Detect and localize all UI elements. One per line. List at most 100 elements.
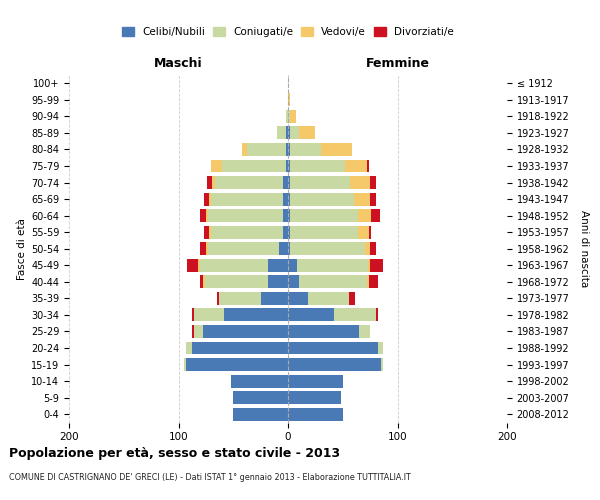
Bar (299, 276, 367, 288)
Bar (288, 226, 290, 238)
Bar (208, 209, 283, 222)
Bar (279, 242, 288, 255)
Bar (359, 325, 370, 338)
Bar (283, 226, 288, 238)
Bar (283, 209, 288, 222)
Bar (349, 292, 355, 305)
Bar (288, 391, 341, 404)
Y-axis label: Fasce di età: Fasce di età (17, 218, 27, 280)
Bar (206, 209, 208, 222)
Bar (215, 176, 283, 189)
Bar (268, 259, 288, 272)
Bar (370, 192, 376, 205)
Bar (334, 308, 376, 322)
Bar (186, 358, 288, 371)
Bar (369, 276, 378, 288)
Bar (288, 342, 378, 354)
Bar (231, 374, 288, 388)
Bar (288, 143, 290, 156)
Bar (350, 176, 370, 189)
Bar (186, 342, 191, 354)
Bar (206, 242, 208, 255)
Bar (290, 242, 365, 255)
Bar (211, 160, 222, 172)
Bar (203, 325, 288, 338)
Bar (283, 176, 288, 189)
Bar (381, 358, 383, 371)
Bar (268, 276, 288, 288)
Bar (288, 276, 299, 288)
Legend: Celibi/Nubili, Coniugati/e, Vedovi/e, Divorziati/e: Celibi/Nubili, Coniugati/e, Vedovi/e, Di… (118, 23, 458, 41)
Bar (288, 192, 290, 205)
Bar (367, 160, 369, 172)
Bar (321, 143, 352, 156)
Bar (222, 160, 286, 172)
Bar (288, 308, 334, 322)
Bar (260, 292, 288, 305)
Bar (200, 209, 206, 222)
Bar (288, 176, 290, 189)
Bar (203, 226, 209, 238)
Bar (212, 176, 215, 189)
Bar (297, 259, 368, 272)
Bar (370, 176, 376, 189)
Bar (247, 143, 286, 156)
Bar (286, 110, 288, 123)
Bar (368, 259, 370, 272)
Bar (286, 143, 288, 156)
Bar (371, 209, 380, 222)
Bar (224, 308, 288, 322)
Bar (200, 259, 268, 272)
Bar (209, 192, 211, 205)
Bar (288, 292, 308, 305)
Bar (194, 325, 203, 338)
Text: Femmine: Femmine (365, 57, 430, 70)
Bar (367, 276, 369, 288)
Bar (288, 259, 297, 272)
Bar (184, 358, 186, 371)
Bar (288, 325, 359, 338)
Text: Maschi: Maschi (154, 57, 203, 70)
Bar (365, 242, 370, 255)
Bar (200, 276, 203, 288)
Bar (369, 226, 371, 238)
Bar (288, 160, 290, 172)
Bar (200, 242, 206, 255)
Bar (203, 192, 209, 205)
Bar (290, 160, 345, 172)
Bar (191, 325, 194, 338)
Bar (358, 209, 371, 222)
Bar (219, 292, 260, 305)
Bar (286, 160, 288, 172)
Bar (277, 126, 286, 140)
Bar (288, 408, 343, 420)
Bar (198, 259, 200, 272)
Bar (354, 192, 370, 205)
Bar (233, 391, 288, 404)
Bar (191, 342, 288, 354)
Bar (208, 242, 279, 255)
Bar (308, 292, 349, 305)
Bar (358, 226, 369, 238)
Bar (288, 110, 290, 123)
Bar (370, 259, 383, 272)
Bar (290, 110, 296, 123)
Text: COMUNE DI CASTRIGNANO DE' GRECI (LE) - Dati ISTAT 1° gennaio 2013 - Elaborazione: COMUNE DI CASTRIGNANO DE' GRECI (LE) - D… (9, 472, 411, 482)
Bar (205, 276, 268, 288)
Bar (345, 160, 367, 172)
Bar (288, 209, 290, 222)
Bar (191, 308, 194, 322)
Bar (209, 226, 211, 238)
Bar (288, 374, 343, 388)
Bar (288, 126, 290, 140)
Bar (233, 408, 288, 420)
Bar (194, 308, 224, 322)
Text: Popolazione per età, sesso e stato civile - 2013: Popolazione per età, sesso e stato civil… (9, 448, 340, 460)
Bar (242, 143, 247, 156)
Bar (290, 126, 299, 140)
Bar (290, 143, 321, 156)
Bar (290, 176, 350, 189)
Bar (288, 358, 381, 371)
Y-axis label: Anni di nascita: Anni di nascita (579, 210, 589, 288)
Bar (290, 226, 358, 238)
